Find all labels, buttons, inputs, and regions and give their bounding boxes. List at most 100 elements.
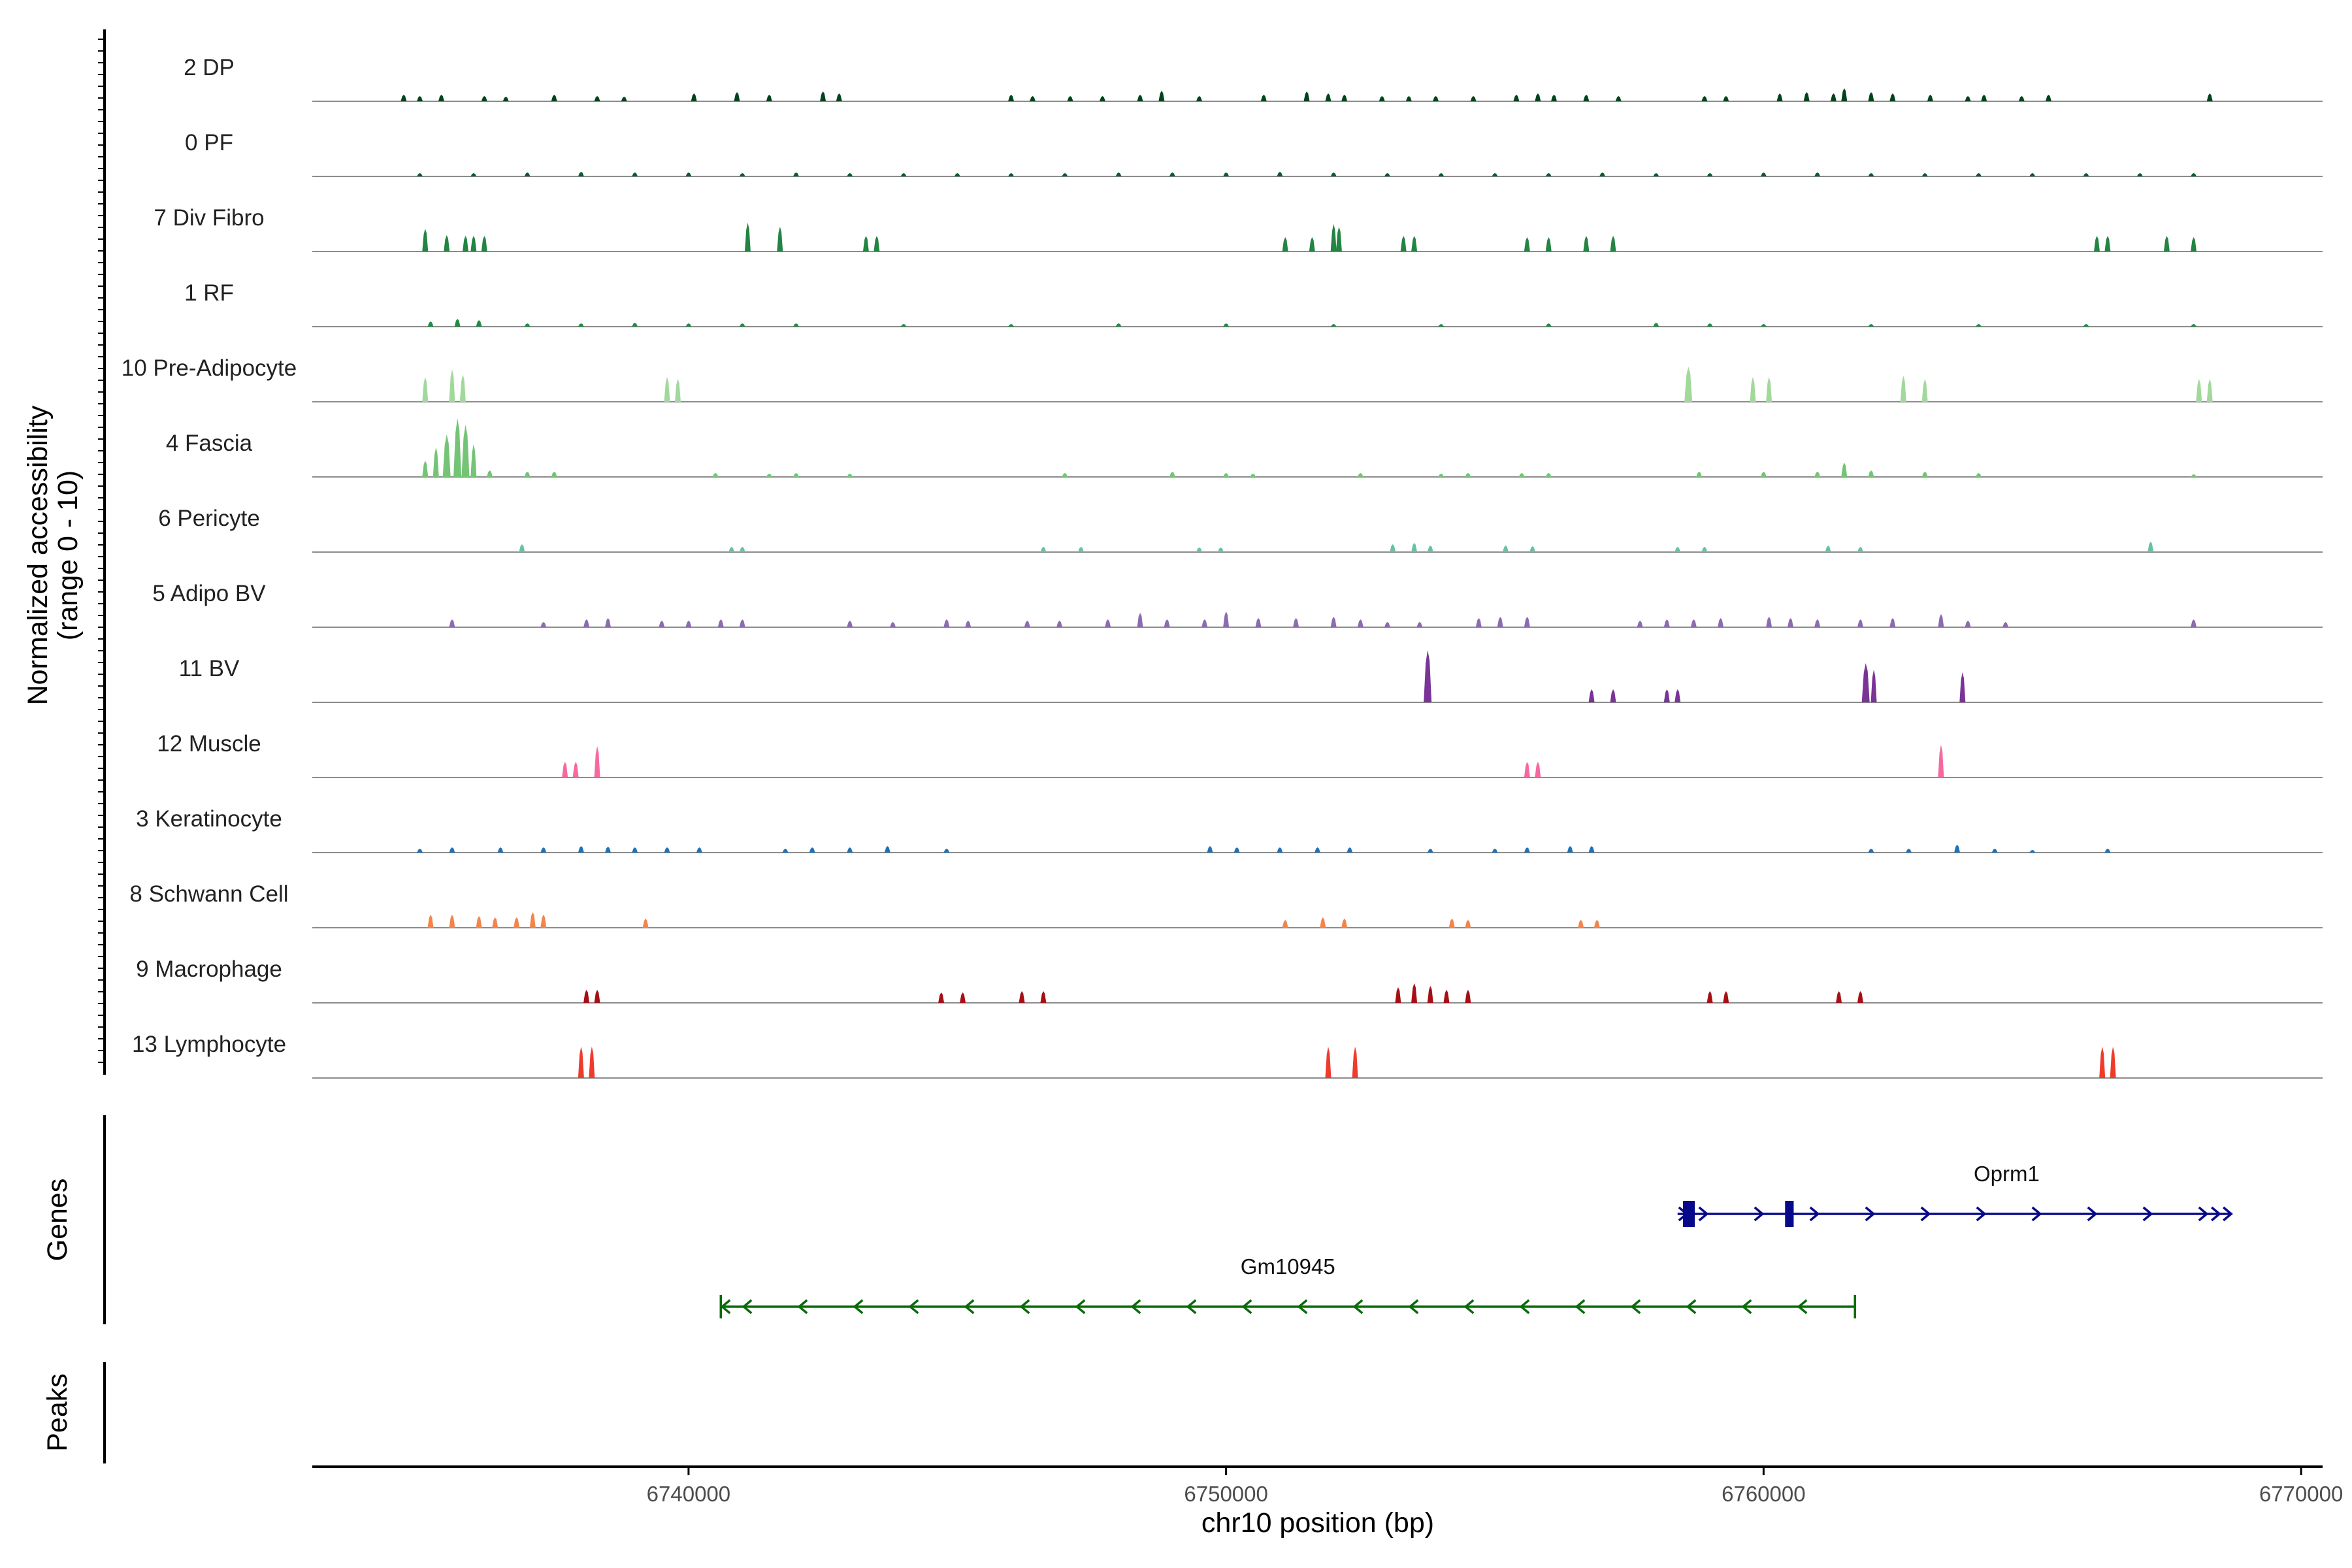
accessibility-peak	[1545, 473, 1552, 477]
accessibility-peak	[1857, 991, 1863, 1003]
strand-arrow-icon	[1352, 1299, 1364, 1315]
accessibility-peak	[1889, 618, 1896, 627]
track-label: 13 Lymphocyte	[132, 1032, 286, 1057]
accessibility-peak	[1975, 324, 1982, 327]
strand-arrow-icon	[1297, 1299, 1308, 1315]
accessibility-peak	[766, 474, 772, 477]
accessibility-peak	[691, 93, 697, 101]
accessibility-peak	[1115, 323, 1122, 327]
accessibility-peak	[1325, 93, 1331, 101]
accessibility-peak	[1567, 846, 1573, 853]
accessibility-peak	[1857, 619, 1863, 627]
accessibility-peak	[965, 621, 972, 627]
accessibility-peak	[1663, 619, 1670, 627]
strand-arrow-icon	[2223, 1206, 2233, 1222]
accessibility-peak	[2093, 236, 2100, 252]
strand-arrow-icon	[1920, 1206, 1931, 1222]
track-10-pre-adipocyte: 10 Pre-Adipocyte	[122, 355, 2323, 402]
accessibility-peak	[1497, 617, 1503, 627]
accessibility-peak	[792, 172, 799, 176]
accessibility-peak	[1841, 88, 1848, 101]
track-label: 6 Pericyte	[158, 506, 260, 531]
accessibility-peak	[2206, 379, 2213, 402]
accessibility-peak	[476, 916, 482, 928]
accessibility-peak	[572, 762, 579, 777]
accessibility-peak	[514, 917, 520, 928]
accessibility-peak	[1760, 324, 1767, 327]
accessibility-peak	[524, 323, 531, 327]
accessibility-peak	[1293, 618, 1299, 627]
accessibility-peak	[1921, 472, 1928, 477]
accessibility-peak	[2045, 95, 2051, 101]
accessibility-peak	[1223, 473, 1230, 477]
accessibility-peak	[1599, 172, 1606, 176]
accessibility-peak	[562, 762, 568, 777]
accessibility-peak	[459, 374, 466, 402]
exon	[1682, 1201, 1695, 1227]
accessibility-peak	[1524, 617, 1530, 627]
y-axis-subtitle: (range 0 - 10)	[52, 470, 84, 641]
accessibility-peak	[1384, 173, 1390, 176]
accessibility-peak	[1465, 920, 1471, 928]
accessibility-peak	[1277, 172, 1283, 176]
accessibility-peak	[1938, 614, 1944, 627]
accessibility-peak	[1663, 689, 1670, 702]
accessibility-peak	[1857, 547, 1863, 552]
accessibility-peak	[524, 472, 531, 477]
accessibility-peak	[1588, 689, 1595, 702]
accessibility-peak	[1868, 849, 1874, 853]
accessibility-peak	[2104, 849, 2111, 853]
accessibility-peak	[2148, 542, 2154, 552]
strand-arrow-icon	[1186, 1299, 1197, 1315]
accessibility-peak	[766, 95, 772, 101]
accessibility-peak	[696, 847, 702, 853]
accessibility-peak	[1788, 618, 1793, 627]
accessibility-peak	[1008, 324, 1015, 327]
accessibility-peak	[632, 323, 638, 327]
accessibility-peak	[540, 847, 547, 853]
accessibility-peak	[1959, 672, 1966, 702]
accessibility-peak	[1330, 324, 1337, 327]
strand-arrow-icon	[1630, 1299, 1641, 1315]
accessibility-peak	[524, 172, 531, 176]
accessibility-peak	[1250, 474, 1256, 477]
accessibility-peak	[1099, 96, 1105, 101]
accessibility-peak	[2002, 622, 2009, 627]
accessibility-peak	[1115, 172, 1122, 176]
accessibility-peak	[1062, 173, 1068, 176]
accessibility-peak	[1470, 96, 1477, 101]
y-axis-title: Normalized accessibility	[22, 405, 54, 705]
accessibility-peak	[1433, 96, 1439, 101]
strand-arrow-icon	[720, 1299, 731, 1315]
accessibility-peak	[954, 173, 960, 176]
accessibility-peak	[1513, 95, 1520, 101]
accessibility-peak	[1427, 546, 1433, 552]
strand-arrow-icon	[1463, 1299, 1475, 1315]
genes-panel-title: Genes	[42, 1179, 73, 1262]
accessibility-peak	[1223, 323, 1230, 327]
accessibility-peak	[470, 236, 477, 252]
accessibility-peak	[632, 172, 638, 176]
accessibility-peak	[2083, 324, 2089, 327]
strand-arrow-icon	[2087, 1206, 2098, 1222]
accessibility-peak	[605, 618, 611, 627]
accessibility-peak	[594, 746, 600, 777]
accessibility-peak	[1701, 547, 1708, 552]
accessibility-peak	[2163, 236, 2170, 252]
strand-arrow-icon	[742, 1299, 753, 1315]
genes-panel: Genes Oprm1 Gm10945	[42, 1115, 2233, 1324]
accessibility-peak	[1965, 621, 1971, 627]
accessibility-peak	[444, 235, 450, 252]
track-5-adipo-bv: 5 Adipo BV	[152, 581, 2323, 628]
accessibility-peak	[422, 229, 429, 252]
accessibility-peak	[874, 236, 880, 252]
accessibility-peak	[1653, 323, 1659, 327]
accessibility-peak	[442, 434, 451, 477]
track-label: 10 Pre-Adipocyte	[122, 355, 297, 381]
accessibility-peak	[427, 321, 434, 327]
accessibility-peak	[2099, 1047, 2106, 1078]
strand-arrow-icon	[1741, 1299, 1752, 1315]
track-3-keratinocyte: 3 Keratinocyte	[136, 806, 2323, 853]
accessibility-peak	[529, 912, 536, 928]
accessibility-peak	[1416, 622, 1423, 627]
